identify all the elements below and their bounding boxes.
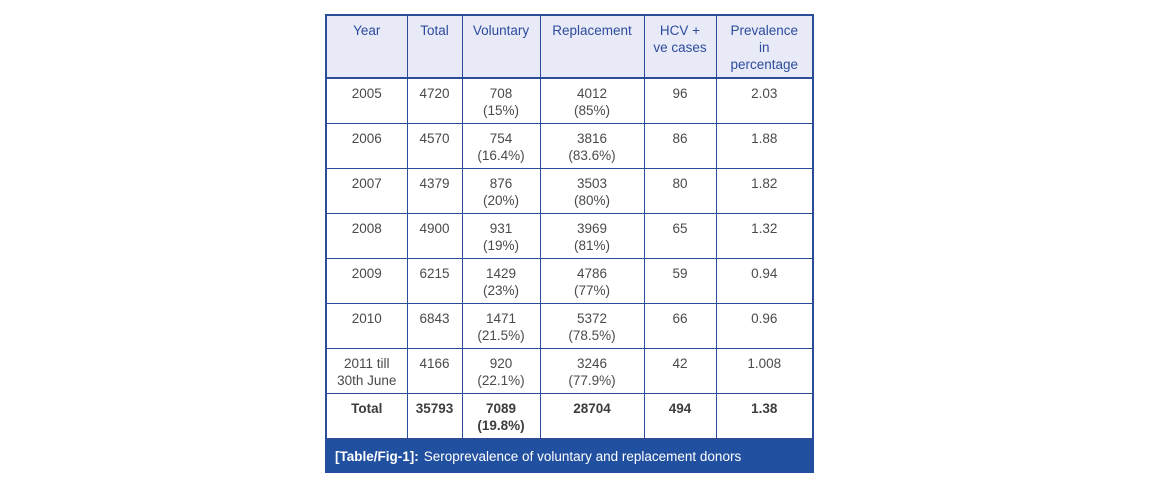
table-cell: 2009 [325, 258, 408, 304]
table-total-row: Total 35793 7089 (19.8%) 28704 494 1.38 [325, 393, 814, 440]
table-row: 2011 till 30th June 4166 920 (22.1%) 324… [325, 348, 814, 394]
table-cell: 1.88 [715, 123, 814, 169]
table-cell: 1.32 [715, 213, 814, 259]
table-row: 2007 4379 876 (20%) 3503 (80%) 80 1.82 [325, 168, 814, 214]
table-cell: 65 [643, 213, 717, 259]
table-cell: 3246 (77.9%) [539, 348, 645, 394]
table-cell: 5372 (78.5%) [539, 303, 645, 349]
column-header-replacement: Replacement [539, 14, 645, 79]
table-cell: 3503 (80%) [539, 168, 645, 214]
table-cell: 42 [643, 348, 717, 394]
table-row: 2008 4900 931 (19%) 3969 (81%) 65 1.32 [325, 213, 814, 259]
table-cell: 4786 (77%) [539, 258, 645, 304]
table-cell: 2010 [325, 303, 408, 349]
table-cell: 1.82 [715, 168, 814, 214]
table-cell: 7089 (19.8%) [461, 393, 541, 440]
table-cell: 0.94 [715, 258, 814, 304]
table-cell: 2005 [325, 77, 408, 124]
table-cell: 4900 [406, 213, 463, 259]
table-cell: 708 (15%) [461, 77, 541, 124]
table-cell: 3816 (83.6%) [539, 123, 645, 169]
table-cell: 35793 [406, 393, 463, 440]
table-cell: 2007 [325, 168, 408, 214]
table-cell: 494 [643, 393, 717, 440]
table-cell: 4720 [406, 77, 463, 124]
table-cell: 59 [643, 258, 717, 304]
table-cell: 931 (19%) [461, 213, 541, 259]
table-cell: 1.008 [715, 348, 814, 394]
table-cell: 3969 (81%) [539, 213, 645, 259]
table-cell: 4379 [406, 168, 463, 214]
table-row: 2005 4720 708 (15%) 4012 (85%) 96 2.03 [325, 77, 814, 124]
column-header-hcv-cases: HCV + ve cases [643, 14, 717, 79]
table-cell: 2011 till 30th June [325, 348, 408, 394]
column-header-total: Total [406, 14, 463, 79]
table-cell: 2008 [325, 213, 408, 259]
table-cell: 80 [643, 168, 717, 214]
table-cell: 1429 (23%) [461, 258, 541, 304]
table-cell: 6843 [406, 303, 463, 349]
table-header-row: Year Total Voluntary Replacement HCV + v… [325, 14, 814, 79]
figure-caption-label: [Table/Fig-1]: [335, 449, 419, 464]
column-header-voluntary: Voluntary [461, 14, 541, 79]
table-figure: Year Total Voluntary Replacement HCV + v… [325, 14, 814, 473]
table-cell: 0.96 [715, 303, 814, 349]
table-cell: 2006 [325, 123, 408, 169]
table-row: 2010 6843 1471 (21.5%) 5372 (78.5%) 66 0… [325, 303, 814, 349]
table-cell-total-label: Total [325, 393, 408, 440]
figure-caption-text: Seroprevalence of voluntary and replacem… [423, 449, 742, 464]
table-cell: 1471 (21.5%) [461, 303, 541, 349]
table-cell: 1.38 [715, 393, 814, 440]
table-cell: 96 [643, 77, 717, 124]
table-cell: 66 [643, 303, 717, 349]
figure-caption-bar: [Table/Fig-1]: Seroprevalence of volunta… [325, 440, 814, 473]
table-cell: 4570 [406, 123, 463, 169]
seroprevalence-table: Year Total Voluntary Replacement HCV + v… [325, 14, 814, 440]
table-cell: 920 (22.1%) [461, 348, 541, 394]
column-header-prevalence: Prevalence in percentage [715, 14, 814, 79]
table-cell: 4012 (85%) [539, 77, 645, 124]
table-cell: 4166 [406, 348, 463, 394]
table-cell: 876 (20%) [461, 168, 541, 214]
table-cell: 86 [643, 123, 717, 169]
table-row: 2006 4570 754 (16.4%) 3816 (83.6%) 86 1.… [325, 123, 814, 169]
column-header-year: Year [325, 14, 408, 79]
table-cell: 28704 [539, 393, 645, 440]
table-cell: 2.03 [715, 77, 814, 124]
table-cell: 6215 [406, 258, 463, 304]
table-cell: 754 (16.4%) [461, 123, 541, 169]
table-row: 2009 6215 1429 (23%) 4786 (77%) 59 0.94 [325, 258, 814, 304]
